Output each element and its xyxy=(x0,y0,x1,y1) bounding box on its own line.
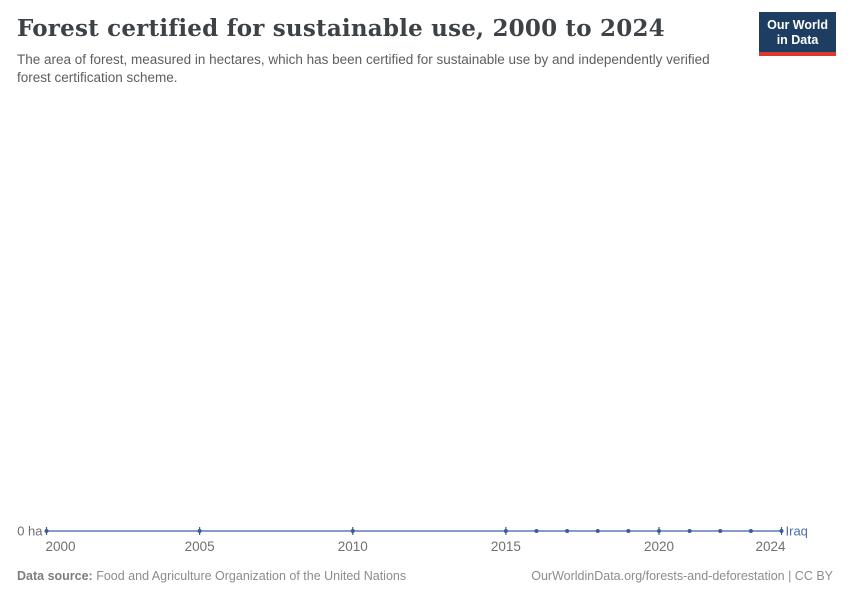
data-point-2005[interactable] xyxy=(197,529,202,533)
attribution-link[interactable]: OurWorldinData.org/forests-and-deforesta… xyxy=(531,569,833,583)
chart-subtitle: The area of forest, measured in hectares… xyxy=(17,52,710,85)
data-point-2015[interactable] xyxy=(503,529,508,533)
x-tick-label-2010: 2010 xyxy=(338,539,368,554)
data-source-label: Data source: xyxy=(17,569,93,583)
owid-logo-line1: Our World xyxy=(767,18,828,32)
page-title: Forest certified for sustainable use, 20… xyxy=(17,15,665,42)
data-point-2018[interactable] xyxy=(595,529,600,533)
data-point-2019[interactable] xyxy=(626,529,631,533)
data-source-text: Food and Agriculture Organization of the… xyxy=(92,569,407,583)
data-point-2000[interactable] xyxy=(44,529,49,533)
entity-label-iraq[interactable]: Iraq xyxy=(786,524,808,539)
data-point-2016[interactable] xyxy=(534,529,539,533)
x-tick-label-2024: 2024 xyxy=(755,539,786,554)
x-tick-label-2020: 2020 xyxy=(644,539,674,554)
data-point-2021[interactable] xyxy=(687,529,692,533)
x-tick-label-2015: 2015 xyxy=(491,539,521,554)
x-tick-label-2000: 2000 xyxy=(46,539,76,554)
owid-logo[interactable]: Our World in Data xyxy=(759,12,836,56)
data-point-2017[interactable] xyxy=(565,529,570,533)
data-point-2024[interactable] xyxy=(779,529,784,533)
data-point-2023[interactable] xyxy=(748,529,753,533)
data-point-2020[interactable] xyxy=(657,529,661,533)
owid-logo-line2: in Data xyxy=(776,32,819,47)
x-tick-label-2005: 2005 xyxy=(185,539,215,554)
data-point-2010[interactable] xyxy=(350,529,355,533)
y-axis-zero-label: 0 ha xyxy=(17,524,43,539)
chart-header: Forest certified for sustainable use, 20… xyxy=(0,0,850,87)
chart-footer: Data source: Food and Agriculture Organi… xyxy=(17,569,833,583)
data-source: Data source: Food and Agriculture Organi… xyxy=(17,569,406,583)
data-point-2022[interactable] xyxy=(718,529,723,533)
